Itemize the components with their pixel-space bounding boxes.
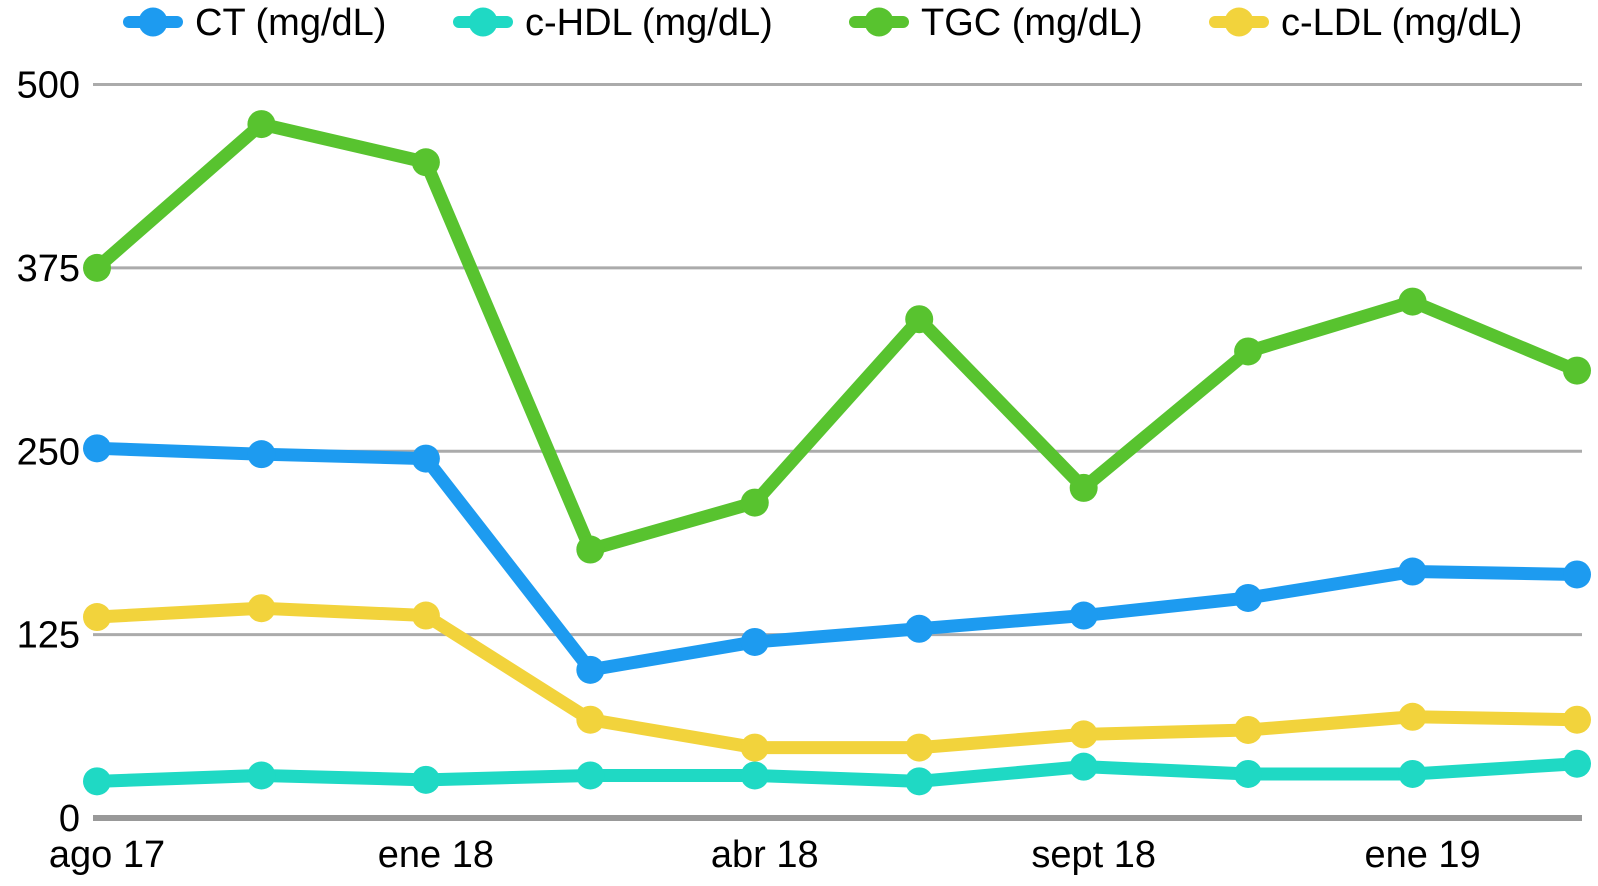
data-point-c-hdl-5 <box>905 767 934 796</box>
x-axis-label-ago-17: ago 17 <box>49 834 165 876</box>
y-axis-label-250: 250 <box>17 431 80 473</box>
data-point-c-ldl-5 <box>905 733 934 762</box>
data-point-ct-6 <box>1069 601 1098 630</box>
legend-marker-dot-c-ldl <box>1224 7 1254 37</box>
series-line-ct <box>90 441 1584 677</box>
data-point-c-ldl-9 <box>1563 705 1591 734</box>
legend-label-ct[interactable]: CT (mg/dL) <box>195 2 386 44</box>
legend-label-c-hdl[interactable]: c-HDL (mg/dL) <box>525 2 773 44</box>
data-point-tgc-7 <box>1234 337 1263 366</box>
data-point-c-ldl-2 <box>411 601 440 630</box>
data-point-c-hdl-9 <box>1563 749 1591 778</box>
data-point-ct-8 <box>1398 557 1427 586</box>
data-point-ct-9 <box>1563 560 1591 589</box>
data-point-c-hdl-3 <box>576 761 605 790</box>
data-point-c-hdl-1 <box>247 761 276 790</box>
legend-label-tgc[interactable]: TGC (mg/dL) <box>921 2 1143 44</box>
y-axis-label-375: 375 <box>17 248 80 290</box>
data-point-tgc-2 <box>411 148 440 177</box>
x-axis-label-sept-18: sept 18 <box>1031 834 1156 876</box>
data-point-c-ldl-6 <box>1069 720 1098 749</box>
data-point-ct-1 <box>247 440 276 469</box>
data-point-tgc-4 <box>740 488 769 517</box>
data-point-c-hdl-2 <box>411 765 440 794</box>
data-point-tgc-5 <box>905 305 934 334</box>
data-point-c-ldl-4 <box>740 733 769 762</box>
y-axis-label-0: 0 <box>59 798 80 840</box>
data-point-c-ldl-1 <box>247 594 276 623</box>
data-point-c-hdl-8 <box>1398 759 1427 788</box>
data-point-c-hdl-0 <box>83 767 111 796</box>
x-axis-label-abr-18: abr 18 <box>711 834 819 876</box>
data-point-ct-5 <box>905 614 934 643</box>
data-point-ct-7 <box>1234 583 1263 612</box>
x-axis-label-ene-19: ene 19 <box>1364 834 1480 876</box>
data-point-tgc-8 <box>1398 287 1427 316</box>
series-line-tgc <box>90 117 1584 557</box>
y-axis-label-500: 500 <box>17 65 80 107</box>
data-point-ct-4 <box>740 627 769 656</box>
data-point-tgc-0 <box>83 253 111 282</box>
data-point-c-ldl-8 <box>1398 702 1427 731</box>
data-point-c-ldl-0 <box>83 603 111 632</box>
y-axis-label-125: 125 <box>17 615 80 657</box>
legend-label-c-ldl[interactable]: c-LDL (mg/dL) <box>1281 2 1522 44</box>
data-point-tgc-6 <box>1069 473 1098 502</box>
data-point-tgc-3 <box>576 535 605 564</box>
data-point-ct-0 <box>83 434 111 463</box>
data-point-c-hdl-4 <box>740 761 769 790</box>
data-point-tgc-1 <box>247 110 276 139</box>
data-point-ct-3 <box>576 655 605 684</box>
x-axis-label-ene-18: ene 18 <box>378 834 494 876</box>
data-point-c-hdl-6 <box>1069 752 1098 781</box>
legend-marker-dot-tgc <box>864 7 894 37</box>
legend-marker-dot-ct <box>138 7 168 37</box>
data-point-c-ldl-7 <box>1234 715 1263 744</box>
data-point-ct-2 <box>411 444 440 473</box>
series-line-c-ldl <box>90 601 1584 755</box>
legend-marker-dot-c-hdl <box>468 7 498 37</box>
data-point-tgc-9 <box>1563 356 1591 385</box>
data-point-c-hdl-7 <box>1234 759 1263 788</box>
data-point-c-ldl-3 <box>576 705 605 734</box>
series-line-c-hdl <box>90 757 1584 788</box>
